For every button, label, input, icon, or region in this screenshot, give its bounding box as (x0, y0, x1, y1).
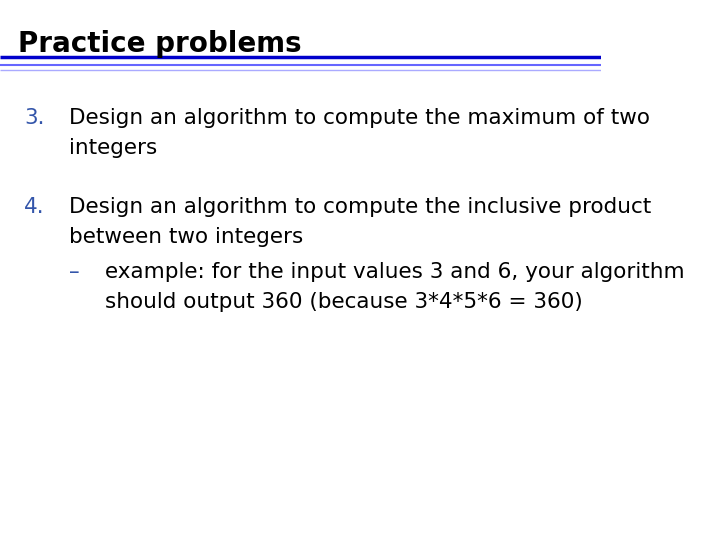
Text: example: for the input values 3 and 6, your algorithm: example: for the input values 3 and 6, y… (105, 262, 685, 282)
Text: 3.: 3. (24, 108, 45, 128)
Text: between two integers: between two integers (69, 227, 303, 247)
Text: should output 360 (because 3*4*5*6 = 360): should output 360 (because 3*4*5*6 = 360… (105, 292, 583, 312)
Text: 4.: 4. (24, 197, 45, 217)
Text: integers: integers (69, 138, 158, 158)
Text: Design an algorithm to compute the inclusive product: Design an algorithm to compute the inclu… (69, 197, 652, 217)
Text: Practice problems: Practice problems (18, 30, 302, 58)
Text: Design an algorithm to compute the maximum of two: Design an algorithm to compute the maxim… (69, 108, 650, 128)
Text: –: – (69, 262, 80, 282)
